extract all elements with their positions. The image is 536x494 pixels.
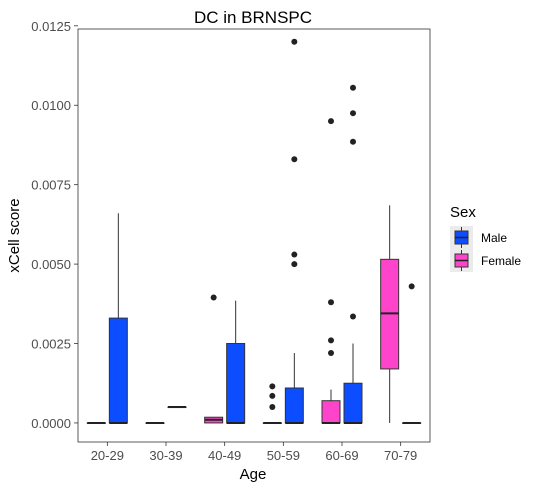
outlier-point <box>328 350 334 357</box>
x-tick-label: 30-39 <box>149 448 182 463</box>
box-male-30-39 <box>167 406 187 409</box>
outlier-point <box>350 110 356 117</box>
x-tick-label: 40-49 <box>208 448 241 463</box>
box-male-70-79 <box>402 283 422 424</box>
outlier-point <box>210 294 217 301</box>
y-tick-label: 0.0025 <box>31 337 71 352</box>
x-axis-label: Age <box>240 466 267 483</box>
outlier-point <box>328 299 334 306</box>
legend-label: Female <box>481 254 521 268</box>
x-tick-label: 20-29 <box>91 448 124 463</box>
outlier-point <box>328 118 334 125</box>
box-iqr <box>226 343 246 424</box>
chart-title: DC in BRNSPC <box>194 8 312 27</box>
box-female-30-39 <box>145 421 165 424</box>
outlier-point <box>328 337 334 344</box>
outlier-point <box>350 138 356 145</box>
x-tick-label: 70-79 <box>384 448 417 463</box>
outlier-point <box>291 38 298 45</box>
box-iqr <box>284 387 304 424</box>
box-iqr <box>343 382 363 424</box>
outlier-point <box>291 251 298 258</box>
y-tick-label: 0.0125 <box>31 19 71 34</box>
y-axis: 0.0000 0.0025 0.0050 0.0075 0.0100 0.0125 <box>31 19 78 431</box>
x-tick-label: 60-69 <box>325 448 358 463</box>
box-iqr <box>108 317 128 424</box>
legend-label: Male <box>481 231 507 245</box>
box-female-70-79 <box>380 205 400 423</box>
box-female-50-59 <box>262 383 282 424</box>
y-tick-label: 0.0050 <box>31 257 71 272</box>
outlier-point <box>269 383 276 390</box>
legend: Sex Male Female <box>450 204 521 272</box>
outlier-point <box>291 156 298 163</box>
y-tick-label: 0.0100 <box>31 98 71 113</box>
outlier-point <box>269 404 276 411</box>
box-female-20-29 <box>86 421 106 424</box>
box-layer <box>86 38 422 424</box>
legend-title: Sex <box>450 204 476 221</box>
box-male-40-49 <box>226 300 246 424</box>
y-tick-label: 0.0000 <box>31 416 71 431</box>
box-male-50-59 <box>284 38 304 424</box>
outlier-point <box>269 392 276 399</box>
box-male-60-69 <box>343 84 363 424</box>
box-male-20-29 <box>108 213 128 424</box>
box-female-40-49 <box>204 294 224 424</box>
y-axis-label: xCell score <box>6 198 23 272</box>
x-tick-label: 50-59 <box>267 448 300 463</box>
outlier-point <box>350 84 356 91</box>
box-iqr <box>321 400 341 424</box>
box-female-60-69 <box>321 118 341 424</box>
outlier-point <box>350 313 356 320</box>
x-axis: 20-29 30-39 40-49 50-59 60-69 70-79 <box>91 442 417 463</box>
y-tick-label: 0.0075 <box>31 178 71 193</box>
outlier-point <box>291 261 298 268</box>
plot-panel-border <box>77 28 431 443</box>
outlier-point <box>408 283 415 290</box>
